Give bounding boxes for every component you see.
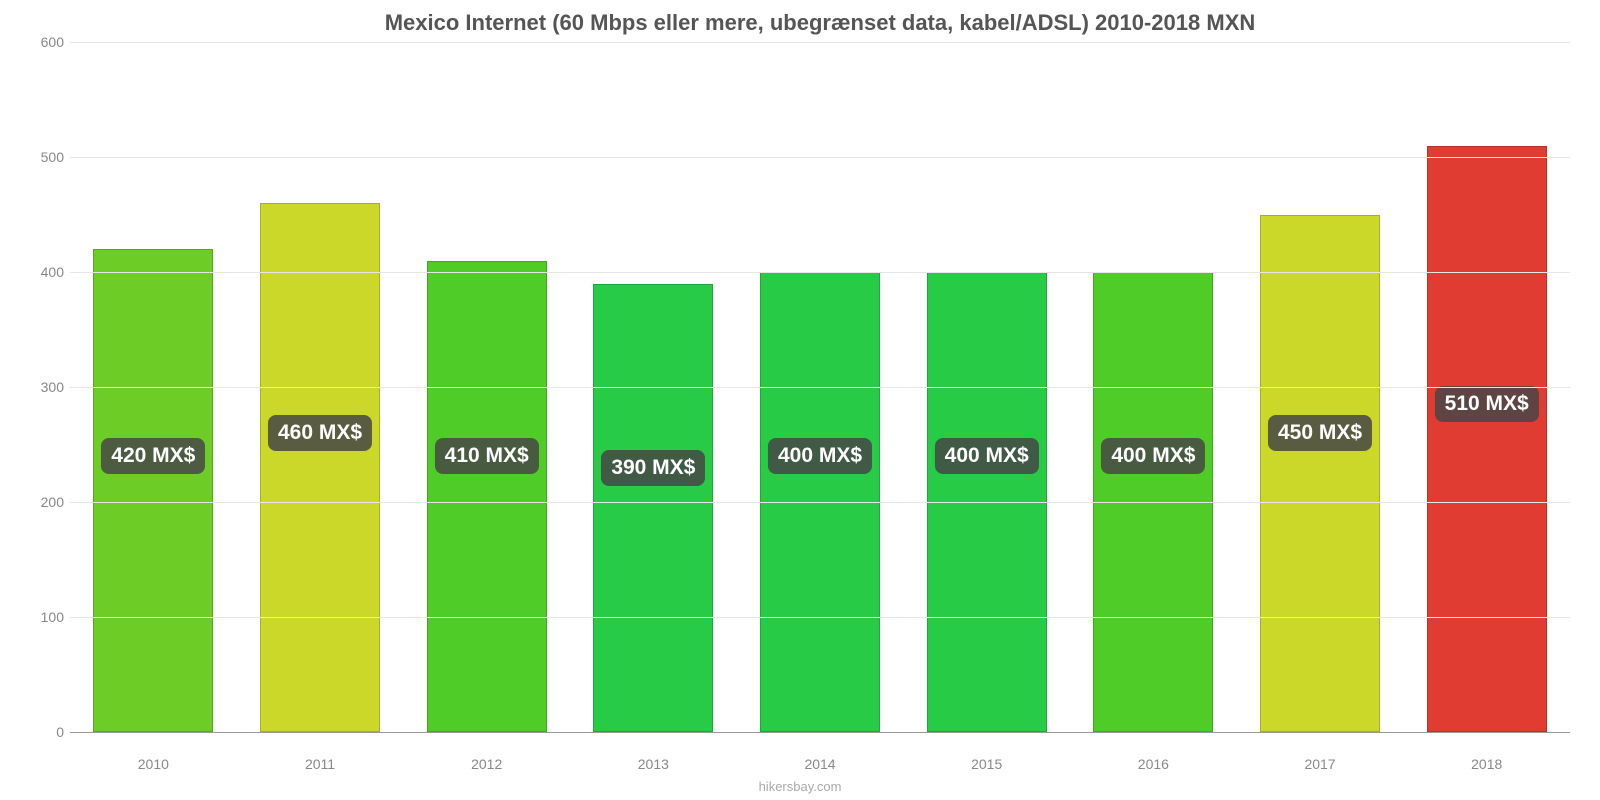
y-tick-label: 200: [20, 494, 64, 510]
bar: [593, 284, 713, 733]
gridline: [70, 502, 1570, 503]
bar: [1260, 215, 1380, 733]
bar: [260, 203, 380, 732]
x-tick-label: 2017: [1237, 756, 1404, 772]
bar-value-label: 450 MX$: [1268, 415, 1372, 451]
bar: [93, 249, 213, 732]
bar-value-label: 410 MX$: [435, 438, 539, 474]
bar-value-label: 510 MX$: [1435, 386, 1539, 422]
bar-value-label: 400 MX$: [935, 438, 1039, 474]
x-tick-label: 2010: [70, 756, 237, 772]
bar-value-label: 400 MX$: [1101, 438, 1205, 474]
x-tick-label: 2012: [403, 756, 570, 772]
gridline: [70, 42, 1570, 43]
bar-value-label: 460 MX$: [268, 415, 372, 451]
bar-chart-container: Mexico Internet (60 Mbps eller mere, ube…: [0, 0, 1600, 800]
bar: [1427, 146, 1547, 733]
bar-value-label: 420 MX$: [101, 438, 205, 474]
gridline: [70, 387, 1570, 388]
x-tick-label: 2011: [237, 756, 404, 772]
x-tick-label: 2016: [1070, 756, 1237, 772]
y-tick-label: 100: [20, 609, 64, 625]
bar-value-label: 390 MX$: [601, 450, 705, 486]
chart-title: Mexico Internet (60 Mbps eller mere, ube…: [60, 10, 1580, 36]
x-tick-label: 2015: [903, 756, 1070, 772]
plot-area: 420 MX$ 460 MX$ 410 MX$ 390 MX$ 400 MX$ 400 M…: [70, 42, 1570, 732]
x-axis: 201020112012201320142015201620172018: [70, 756, 1570, 772]
chart-source: hikersbay.com: [0, 779, 1600, 794]
gridline: [70, 272, 1570, 273]
y-tick-label: 600: [20, 34, 64, 50]
y-tick-label: 300: [20, 379, 64, 395]
y-tick-label: 400: [20, 264, 64, 280]
gridline: [70, 732, 1570, 733]
x-tick-label: 2018: [1403, 756, 1570, 772]
y-tick-label: 500: [20, 149, 64, 165]
x-tick-label: 2013: [570, 756, 737, 772]
gridline: [70, 157, 1570, 158]
y-tick-label: 0: [20, 724, 64, 740]
bar: [427, 261, 547, 733]
gridline: [70, 617, 1570, 618]
x-tick-label: 2014: [737, 756, 904, 772]
bar-value-label: 400 MX$: [768, 438, 872, 474]
